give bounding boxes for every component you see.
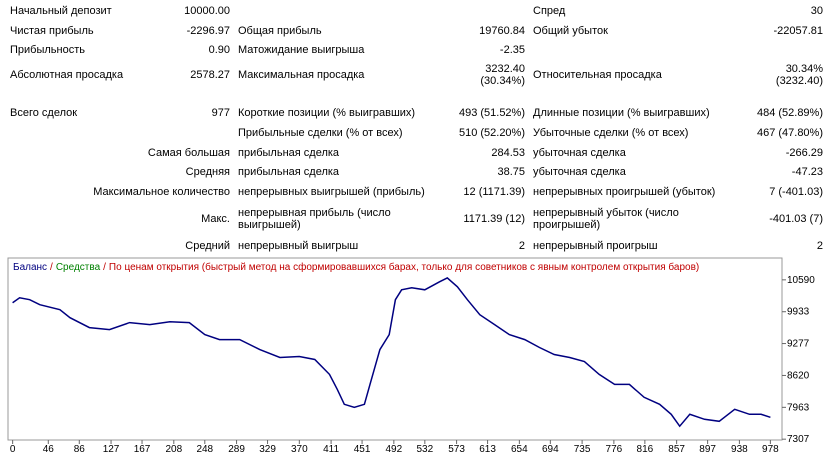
x-tick-label: 857 [668, 444, 685, 455]
report-value: 510 (52.20%) [458, 127, 525, 139]
report-label: Самая большая [147, 147, 230, 159]
x-tick-label: 289 [228, 444, 245, 455]
y-tick-label: 9933 [787, 307, 810, 318]
legend-item: По ценам открытия (быстрый метод на сфор… [109, 261, 699, 273]
x-tick-label: 694 [542, 444, 559, 455]
report-label: Максимальная просадка [238, 69, 365, 81]
report-label: Начальный депозит [10, 5, 112, 17]
x-tick-label: 86 [74, 444, 86, 455]
balance-line [12, 277, 771, 428]
x-tick-label: 208 [165, 444, 182, 455]
report-label: Короткие позиции (% выигравших) [238, 107, 416, 119]
report-value: 2 [816, 240, 823, 252]
report-value: 484 (52.89%) [756, 107, 823, 119]
y-tick-label: 8620 [787, 370, 810, 381]
x-tick-label: 0 [10, 444, 16, 455]
report-value: 284.53 [491, 147, 525, 159]
report-value: 38.75 [497, 166, 525, 178]
x-tick-label: 329 [259, 444, 276, 455]
report-value: 3232.40 (30.34%) [480, 63, 525, 87]
y-tick-label: 10590 [787, 275, 815, 286]
report-label: Средняя [185, 166, 230, 178]
report-label: непрерывных выигрышей (прибыль) [238, 186, 425, 198]
report-value: 1171.39 (12) [463, 213, 525, 225]
report-label: Прибыльность [10, 44, 85, 56]
report-value: 977 [211, 107, 230, 119]
report-value: 0.90 [208, 44, 230, 56]
report-label: Абсолютная просадка [10, 69, 124, 81]
plot-frame [7, 257, 783, 441]
report-value: 467 (47.80%) [756, 127, 823, 139]
report-value: 30.34% (3232.40) [775, 63, 823, 87]
x-tick-label: 573 [448, 444, 465, 455]
report-label: Относительная просадка [533, 69, 662, 81]
report-label: непрерывных проигрышей (убыток) [533, 186, 716, 198]
report-value: -22057.81 [773, 25, 823, 37]
report-label: прибыльная сделка [238, 166, 340, 178]
report-value: 2578.27 [190, 69, 230, 81]
x-tick-label: 816 [637, 444, 654, 455]
x-tick-label: 370 [291, 444, 308, 455]
x-tick-label: 248 [196, 444, 213, 455]
report-label: Матожидание выигрыша [238, 44, 365, 56]
report-label: Макс. [201, 213, 230, 225]
report-value: 30 [810, 5, 823, 17]
report-label: непрерывный проигрыш [533, 240, 658, 252]
report-value: 493 (51.52%) [458, 107, 525, 119]
report-label: Средний [185, 240, 230, 252]
report-label: Общий убыток [533, 25, 608, 37]
legend-separator: / [103, 262, 106, 273]
report-label: Чистая прибыль [10, 25, 94, 37]
x-tick-label: 735 [574, 444, 591, 455]
report-value: 12 (1171.39) [463, 186, 525, 198]
report-value: -266.29 [785, 147, 823, 159]
report-value: -2296.97 [186, 25, 230, 37]
report-value: -401.03 (7) [769, 213, 823, 225]
y-tick-label: 9277 [787, 339, 810, 350]
report-value: -47.23 [791, 166, 823, 178]
report-value: 7 (-401.03) [769, 186, 823, 198]
report-label: Прибыльные сделки (% от всех) [238, 127, 403, 139]
x-tick-label: 978 [762, 444, 779, 455]
legend: Баланс / Средства / По ценам открытия (быстр… [13, 261, 699, 273]
report-label: Длинные позиции (% выигравших) [533, 107, 710, 119]
report-label: Общая прибыль [238, 25, 322, 37]
legend-item: Баланс [13, 262, 47, 273]
y-tick-label: 7307 [787, 434, 810, 445]
report-value: -2.35 [499, 44, 525, 56]
x-tick-label: 613 [479, 444, 496, 455]
report-value: 19760.84 [479, 25, 525, 37]
x-tick-label: 167 [134, 444, 151, 455]
report-value: 10000.00 [184, 5, 230, 17]
x-tick-label: 897 [699, 444, 716, 455]
x-tick-label: 451 [354, 444, 371, 455]
report-label: Всего сделок [10, 107, 78, 119]
report-label: непрерывный убыток (число проигрышей) [533, 207, 679, 231]
report-label: Убыточные сделки (% от всех) [533, 127, 689, 139]
x-tick-label: 492 [385, 444, 402, 455]
report-label: прибыльная сделка [238, 147, 340, 159]
x-tick-label: 46 [43, 444, 55, 455]
legend-separator: / [50, 262, 53, 273]
report-label: Максимальное количество [93, 186, 230, 198]
x-tick-label: 938 [731, 444, 748, 455]
x-tick-label: 776 [606, 444, 623, 455]
report-label: непрерывный выигрыш [238, 240, 359, 252]
report-label: Спред [533, 5, 566, 17]
report-label: убыточная сделка [533, 147, 626, 159]
x-tick-label: 127 [103, 444, 120, 455]
x-tick-label: 411 [323, 444, 339, 455]
x-tick-label: 532 [416, 444, 433, 455]
legend-item: Средства [56, 262, 101, 273]
x-tick-label: 654 [511, 444, 528, 455]
report-value: 2 [518, 240, 525, 252]
y-tick-label: 7963 [787, 402, 810, 413]
report-label: непрерывная прибыль (число выигрышей) [238, 207, 391, 231]
report-label: убыточная сделка [533, 166, 626, 178]
